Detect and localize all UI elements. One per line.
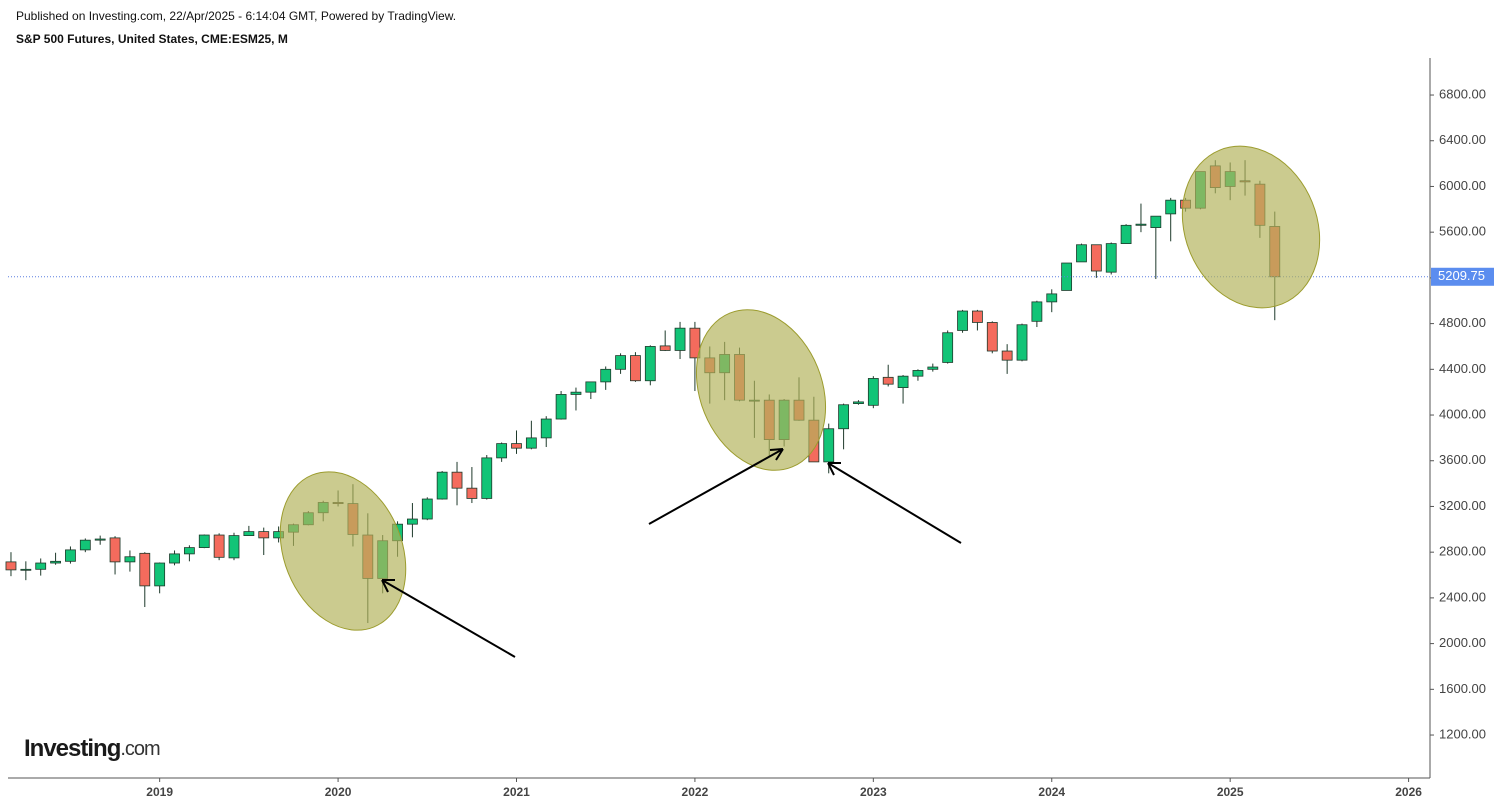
- y-tick-label: 6400.00: [1439, 132, 1486, 147]
- x-tick-label: 2025: [1217, 785, 1244, 799]
- publish-info: Published on Investing.com, 22/Apr/2025 …: [16, 9, 456, 23]
- candle-body: [139, 552, 151, 587]
- y-tick-label: 6800.00: [1439, 86, 1486, 101]
- candle-body: [570, 391, 582, 395]
- candle-body: [1076, 244, 1087, 263]
- highlight-ellipse: [279, 471, 407, 631]
- y-tick-label: 1200.00: [1439, 726, 1486, 741]
- candle-body: [421, 498, 433, 520]
- candle-body: [436, 471, 448, 500]
- x-tick-label: 2022: [682, 785, 709, 799]
- candle-body: [972, 310, 983, 323]
- y-tick-label: 4800.00: [1439, 315, 1486, 330]
- chart-title: S&P 500 Futures, United States, CME:ESM2…: [16, 32, 288, 46]
- candle-body: [50, 560, 61, 564]
- candle-body: [942, 332, 954, 363]
- x-tick-label: 2021: [503, 785, 530, 799]
- candle-body: [109, 537, 121, 563]
- logo-main: Investing: [24, 735, 121, 762]
- candle-body: [1135, 223, 1147, 226]
- candle-body: [1165, 199, 1177, 215]
- last-price-box: [1431, 267, 1494, 286]
- candle-body: [466, 487, 478, 499]
- x-tick-label: 2024: [1038, 785, 1065, 799]
- candle-body: [630, 355, 641, 382]
- candle-body: [867, 378, 879, 406]
- candle-body: [228, 535, 240, 559]
- candle-body: [659, 345, 671, 351]
- y-tick-label: 2400.00: [1439, 589, 1486, 604]
- candle-body: [853, 401, 864, 404]
- candle-body: [525, 437, 537, 449]
- candle-body: [838, 404, 849, 430]
- x-tick-label: 2020: [325, 785, 352, 799]
- candle-body: [1150, 215, 1162, 229]
- x-tick-label: 2019: [146, 785, 173, 799]
- candle-body: [600, 368, 612, 383]
- y-tick-label: 3600.00: [1439, 452, 1486, 467]
- candle-body: [897, 375, 909, 388]
- candle-body: [243, 531, 255, 536]
- x-tick-label: 2026: [1395, 785, 1422, 799]
- candle-body: [65, 549, 76, 562]
- candle-body: [927, 366, 939, 370]
- candle-body: [1046, 293, 1058, 303]
- candle-body: [35, 562, 47, 570]
- candle-body: [585, 381, 597, 393]
- logo-suffix: .com: [120, 738, 160, 760]
- candle-body: [451, 471, 463, 489]
- logo: Investing.com: [24, 735, 160, 762]
- last-price-label: 5209.75: [1438, 268, 1485, 283]
- candle-body: [1090, 244, 1102, 272]
- candle-body: [1031, 301, 1043, 322]
- candle-body: [94, 538, 106, 541]
- candle-body: [1120, 224, 1132, 245]
- candle-body: [198, 534, 210, 548]
- highlight-ellipse: [1181, 145, 1321, 309]
- candle-body: [555, 394, 567, 420]
- candle-body: [540, 418, 552, 439]
- candle-body: [496, 443, 508, 459]
- candle-body: [5, 561, 17, 571]
- y-tick-label: 4000.00: [1439, 406, 1486, 421]
- arrow: [648, 448, 784, 525]
- y-tick-label: 6000.00: [1439, 178, 1486, 193]
- arrow: [381, 579, 516, 658]
- y-tick-label: 2000.00: [1439, 635, 1486, 650]
- candle-body: [674, 327, 686, 351]
- candle-body: [258, 531, 270, 539]
- arrows: [381, 448, 962, 658]
- candle-body: [823, 428, 835, 463]
- candle-body: [1001, 350, 1013, 361]
- annotations: [279, 145, 1321, 658]
- candle-body: [20, 568, 32, 571]
- arrow: [827, 462, 962, 544]
- candle-body: [183, 547, 195, 555]
- candle-body: [1016, 324, 1028, 361]
- candle-body: [882, 376, 894, 385]
- candle-body: [79, 539, 91, 551]
- candle-body: [644, 346, 656, 382]
- candle-body: [169, 553, 180, 564]
- candle-body: [689, 327, 701, 359]
- candle-body: [124, 556, 136, 563]
- candle-body: [481, 457, 493, 499]
- candle-body: [511, 443, 522, 449]
- candle-body: [957, 310, 968, 331]
- candle-body: [407, 518, 418, 525]
- candle-body: [154, 562, 166, 587]
- y-tick-label: 1600.00: [1439, 681, 1486, 696]
- candle-body: [986, 322, 998, 352]
- y-tick-label: 5600.00: [1439, 224, 1486, 239]
- candle-body: [615, 355, 626, 370]
- candle-body: [912, 370, 924, 377]
- y-tick-label: 2800.00: [1439, 544, 1486, 559]
- candle-body: [1105, 243, 1117, 273]
- candle-body: [213, 534, 225, 558]
- y-tick-label: 4400.00: [1439, 361, 1486, 376]
- y-tick-label: 3200.00: [1439, 498, 1486, 513]
- highlight-ellipse: [695, 309, 827, 471]
- x-tick-label: 2023: [860, 785, 887, 799]
